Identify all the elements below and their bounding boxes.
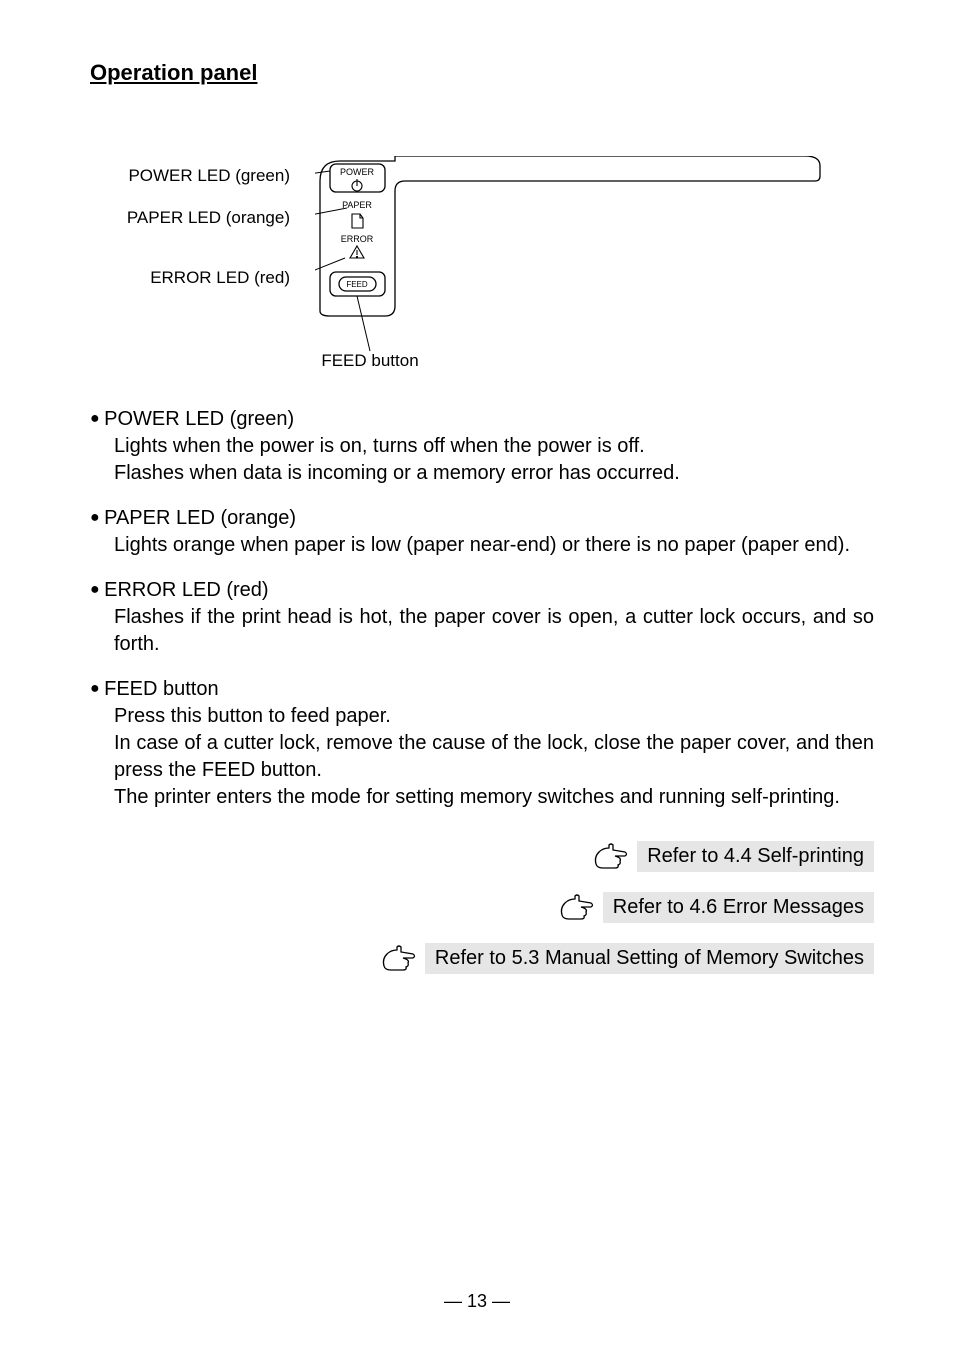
bullet-list: POWER LED (green) Lights when the power … <box>90 406 874 811</box>
section-heading: Operation panel <box>90 60 874 86</box>
reference-text: Refer to 5.3 Manual Setting of Memory Sw… <box>425 943 874 974</box>
bullet-title: FEED button <box>90 676 874 703</box>
page-number: — 13 — <box>0 1291 954 1312</box>
bullet-desc: Lights when the power is on, turns off w… <box>90 433 874 487</box>
bullet-desc: Lights orange when paper is low (paper n… <box>90 532 874 559</box>
bullet-item: ERROR LED (red) Flashes if the print hea… <box>90 577 874 658</box>
reference-links: Refer to 4.4 Self-printing Refer to 4.6 … <box>90 841 874 974</box>
page: Operation panel POWER LED (green) PAPER … <box>0 0 954 1352</box>
reference-row: Refer to 5.3 Manual Setting of Memory Sw… <box>90 943 874 974</box>
panel-illustration: POWER PAPER ERROR FEED <box>315 156 835 366</box>
panel-text-power: POWER <box>340 167 375 177</box>
bullet-item: FEED button Press this button to feed pa… <box>90 676 874 811</box>
bullet-desc: Press this button to feed paper.In case … <box>90 703 874 811</box>
reference-text: Refer to 4.4 Self-printing <box>637 841 874 872</box>
pointing-hand-icon <box>381 944 417 974</box>
bullet-title: ERROR LED (red) <box>90 577 874 604</box>
pointing-hand-icon <box>559 893 595 923</box>
bullet-title: POWER LED (green) <box>90 406 874 433</box>
reference-row: Refer to 4.4 Self-printing <box>90 841 874 872</box>
pointing-hand-icon <box>593 842 629 872</box>
label-error-led: ERROR LED (red) <box>90 268 290 288</box>
operation-panel-diagram: POWER LED (green) PAPER LED (orange) ERR… <box>90 156 874 376</box>
panel-text-error: ERROR <box>341 234 374 244</box>
reference-row: Refer to 4.6 Error Messages <box>90 892 874 923</box>
bullet-desc: Flashes if the print head is hot, the pa… <box>90 604 874 658</box>
panel-text-feed: FEED <box>346 280 368 289</box>
reference-text: Refer to 4.6 Error Messages <box>603 892 874 923</box>
bullet-item: PAPER LED (orange) Lights orange when pa… <box>90 505 874 559</box>
label-paper-led: PAPER LED (orange) <box>90 208 290 228</box>
bullet-item: POWER LED (green) Lights when the power … <box>90 406 874 487</box>
bullet-title: PAPER LED (orange) <box>90 505 874 532</box>
label-power-led: POWER LED (green) <box>90 166 290 186</box>
